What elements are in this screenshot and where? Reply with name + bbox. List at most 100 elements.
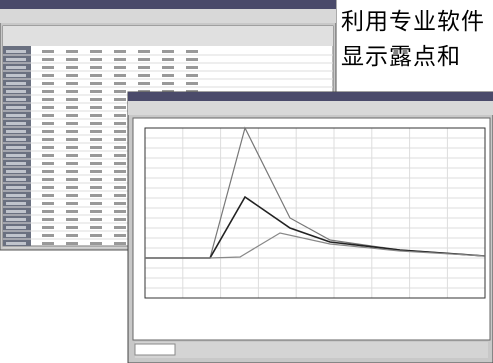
- row-label: [6, 138, 26, 141]
- cell: [42, 210, 54, 213]
- row-label: [6, 146, 26, 149]
- cell: [42, 234, 54, 237]
- cell: [42, 66, 54, 69]
- cell: [66, 170, 78, 173]
- row-label: [6, 194, 26, 197]
- toolbar: [128, 101, 493, 115]
- cell: [138, 58, 150, 61]
- cell: [90, 226, 102, 229]
- cell: [114, 186, 126, 189]
- cell: [42, 178, 54, 181]
- row-label: [6, 66, 26, 69]
- cell: [114, 90, 126, 93]
- cell: [162, 66, 174, 69]
- cell: [42, 194, 54, 197]
- cell: [90, 242, 102, 245]
- cell: [66, 202, 78, 205]
- table-header: [3, 26, 333, 46]
- row-label: [6, 242, 26, 245]
- caption-line: 显示露点和: [341, 44, 461, 70]
- cell: [114, 106, 126, 109]
- cell: [66, 66, 78, 69]
- cell: [114, 74, 126, 77]
- cell: [66, 162, 78, 165]
- cell: [114, 202, 126, 205]
- cell: [90, 114, 102, 117]
- row-label: [6, 114, 26, 117]
- cell: [114, 82, 126, 85]
- row-label: [6, 98, 26, 101]
- cell: [114, 122, 126, 125]
- cell: [186, 82, 198, 85]
- cell: [66, 98, 78, 101]
- cell: [114, 194, 126, 197]
- cell: [90, 98, 102, 101]
- row-label: [6, 234, 26, 237]
- cell: [66, 242, 78, 245]
- cell: [90, 186, 102, 189]
- status-bar: [135, 342, 488, 358]
- cell: [90, 146, 102, 149]
- cell: [42, 170, 54, 173]
- cell: [42, 50, 54, 53]
- row-label: [6, 130, 26, 133]
- cell: [114, 226, 126, 229]
- cell: [42, 154, 54, 157]
- cell: [66, 186, 78, 189]
- cell: [66, 50, 78, 53]
- cell: [114, 58, 126, 61]
- cell: [114, 50, 126, 53]
- cell: [114, 210, 126, 213]
- row-label: [6, 226, 26, 229]
- cell: [42, 218, 54, 221]
- cell: [90, 122, 102, 125]
- row-label: [6, 58, 26, 61]
- cell: [114, 66, 126, 69]
- cell: [138, 50, 150, 53]
- cell: [42, 226, 54, 229]
- plot-grid: [145, 128, 485, 298]
- cell: [66, 194, 78, 197]
- plot-frame: [144, 127, 486, 299]
- cell: [90, 210, 102, 213]
- row-label: [6, 186, 26, 189]
- cell: [66, 90, 78, 93]
- cell: [42, 122, 54, 125]
- cell: [42, 106, 54, 109]
- row-label: [6, 82, 26, 85]
- tab: [134, 343, 176, 356]
- cell: [66, 210, 78, 213]
- cell: [42, 58, 54, 61]
- cell: [66, 106, 78, 109]
- cell: [162, 58, 174, 61]
- cell: [114, 218, 126, 221]
- cell: [114, 130, 126, 133]
- cell: [42, 74, 54, 77]
- cell: [66, 178, 78, 181]
- cell: [42, 114, 54, 117]
- cell: [66, 130, 78, 133]
- row-label: [6, 50, 26, 53]
- cell: [114, 146, 126, 149]
- cell: [90, 234, 102, 237]
- cell: [114, 154, 126, 157]
- cell: [42, 162, 54, 165]
- cell: [114, 114, 126, 117]
- cell: [66, 122, 78, 125]
- cell: [138, 82, 150, 85]
- row-label: [6, 218, 26, 221]
- cell: [90, 218, 102, 221]
- cell: [114, 138, 126, 141]
- row-label: [6, 90, 26, 93]
- cell: [186, 74, 198, 77]
- cell: [66, 154, 78, 157]
- cell: [66, 114, 78, 117]
- cell: [114, 242, 126, 245]
- row-label: [6, 74, 26, 77]
- cell: [66, 58, 78, 61]
- cell: [42, 242, 54, 245]
- curve-low: [145, 232, 486, 259]
- cell: [186, 58, 198, 61]
